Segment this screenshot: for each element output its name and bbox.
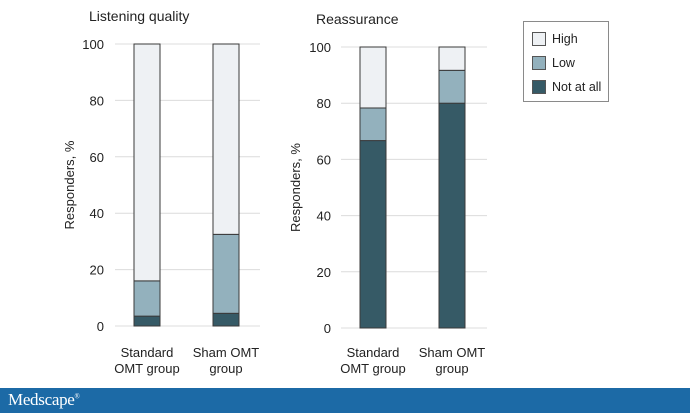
legend-item-not-at-all: Not at all — [532, 79, 601, 95]
y-tick-label: 20 — [90, 263, 104, 278]
y-tick-label: 100 — [309, 40, 331, 55]
y-tick-label: 80 — [317, 96, 331, 111]
legend-label-high: High — [552, 32, 578, 46]
x-category-label: group — [209, 361, 242, 376]
legend-swatch-high — [532, 32, 546, 46]
x-category-label: group — [435, 361, 468, 376]
y-tick-label: 40 — [90, 206, 104, 221]
x-category-label: Standard — [347, 345, 400, 360]
bar-segment-low — [438, 69, 466, 104]
x-category-label: Sham OMT — [193, 345, 260, 360]
legend-label-low: Low — [552, 56, 575, 70]
legend-item-high: High — [532, 31, 578, 47]
bar-segment-not-at-all — [133, 315, 161, 327]
registered-mark: ® — [74, 392, 80, 401]
bar-segment-low — [359, 107, 387, 142]
bar-segment-high — [133, 43, 161, 282]
bar-segment-high — [359, 46, 387, 109]
x-category-label: Sham OMT — [419, 345, 486, 360]
y-tick-label: 0 — [324, 321, 331, 336]
chart-title: Reassurance — [316, 11, 399, 27]
chart-title: Listening quality — [89, 8, 189, 24]
x-category-label: OMT group — [114, 361, 180, 376]
y-tick-label: 0 — [97, 319, 104, 334]
x-category-label: Standard — [121, 345, 174, 360]
y-tick-label: 60 — [90, 150, 104, 165]
y-tick-label: 20 — [317, 265, 331, 280]
bar-segment-high — [438, 46, 466, 71]
y-tick-label: 60 — [317, 152, 331, 167]
bar-segment-low — [212, 233, 240, 314]
bar-segment-high — [212, 43, 240, 235]
legend-item-low: Low — [532, 55, 575, 71]
bar-segment-low — [133, 280, 161, 317]
charts-canvas: Listening quality 0 20 40 60 80 100 Responders,… — [62, 8, 487, 376]
bar-segment-not-at-all — [438, 102, 466, 329]
bar-segment-not-at-all — [212, 312, 240, 327]
legend-swatch-low — [532, 56, 546, 70]
bar-segment-not-at-all — [359, 140, 387, 329]
x-category-label: OMT group — [340, 361, 406, 376]
legend: High Low Not at all — [523, 21, 609, 102]
footer-bar: Medscape® — [0, 388, 690, 413]
medscape-logo-text: Medscape — [8, 390, 75, 409]
legend-swatch-not-at-all — [532, 80, 546, 94]
legend-label-not-at-all: Not at all — [552, 80, 602, 94]
y-tick-label: 40 — [317, 209, 331, 224]
medscape-logo[interactable]: Medscape® — [8, 390, 80, 410]
y-axis-label: Responders, % — [62, 140, 77, 229]
y-tick-label: 100 — [82, 37, 104, 52]
y-axis-label: Responders, % — [288, 143, 303, 232]
y-tick-label: 80 — [90, 93, 104, 108]
